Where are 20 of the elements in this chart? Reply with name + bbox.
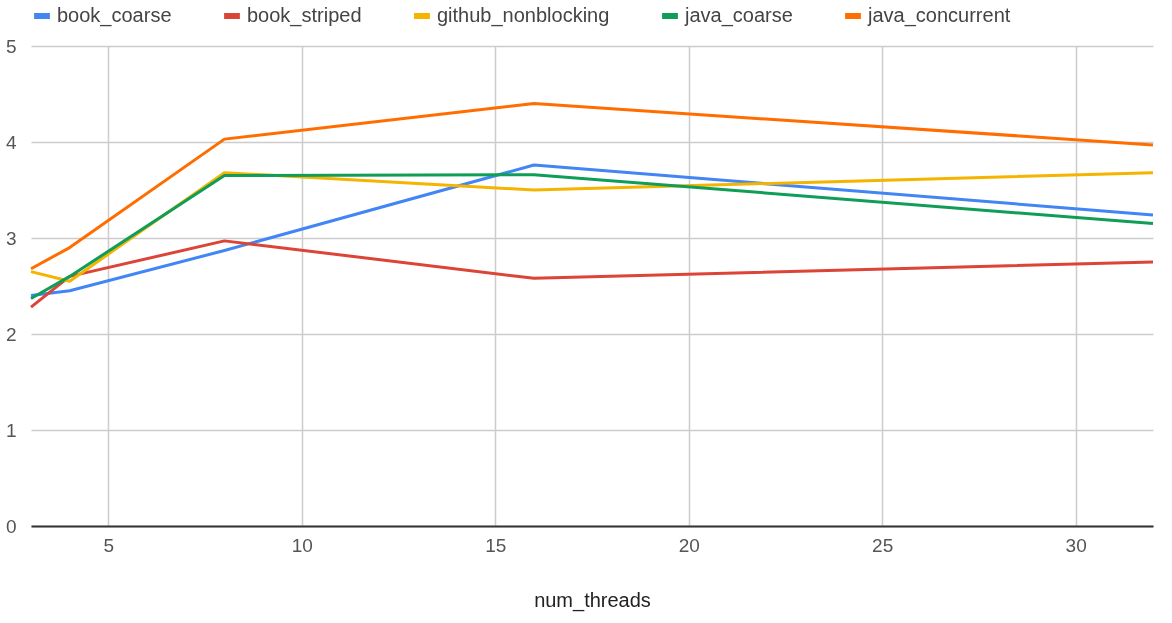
x-tick-label: 10 [291,534,313,556]
legend-label: book_coarse [57,4,172,27]
x-tick-label: 30 [1065,534,1087,556]
y-tick-label: 2 [5,323,17,345]
line-series [29,239,1155,309]
x-axis-title: num_threads [534,588,651,612]
legend-label: java_concurrent [867,4,1011,27]
x-tick-label: 25 [872,534,894,556]
x-tick-label: 15 [485,534,507,556]
x-tick-label: 20 [678,534,700,556]
y-tick-label: 3 [5,227,17,249]
legend-label: github_nonblocking [437,4,610,27]
y-tick-label: 5 [5,35,17,57]
y-tick-label: 0 [5,515,17,537]
legend-label: java_coarse [684,4,793,27]
x-tick-label: 5 [103,534,115,556]
legend-label: book_striped [247,4,362,27]
y-tick-label: 4 [5,131,17,153]
line-series [29,102,1155,271]
y-tick-label: 1 [5,419,17,441]
